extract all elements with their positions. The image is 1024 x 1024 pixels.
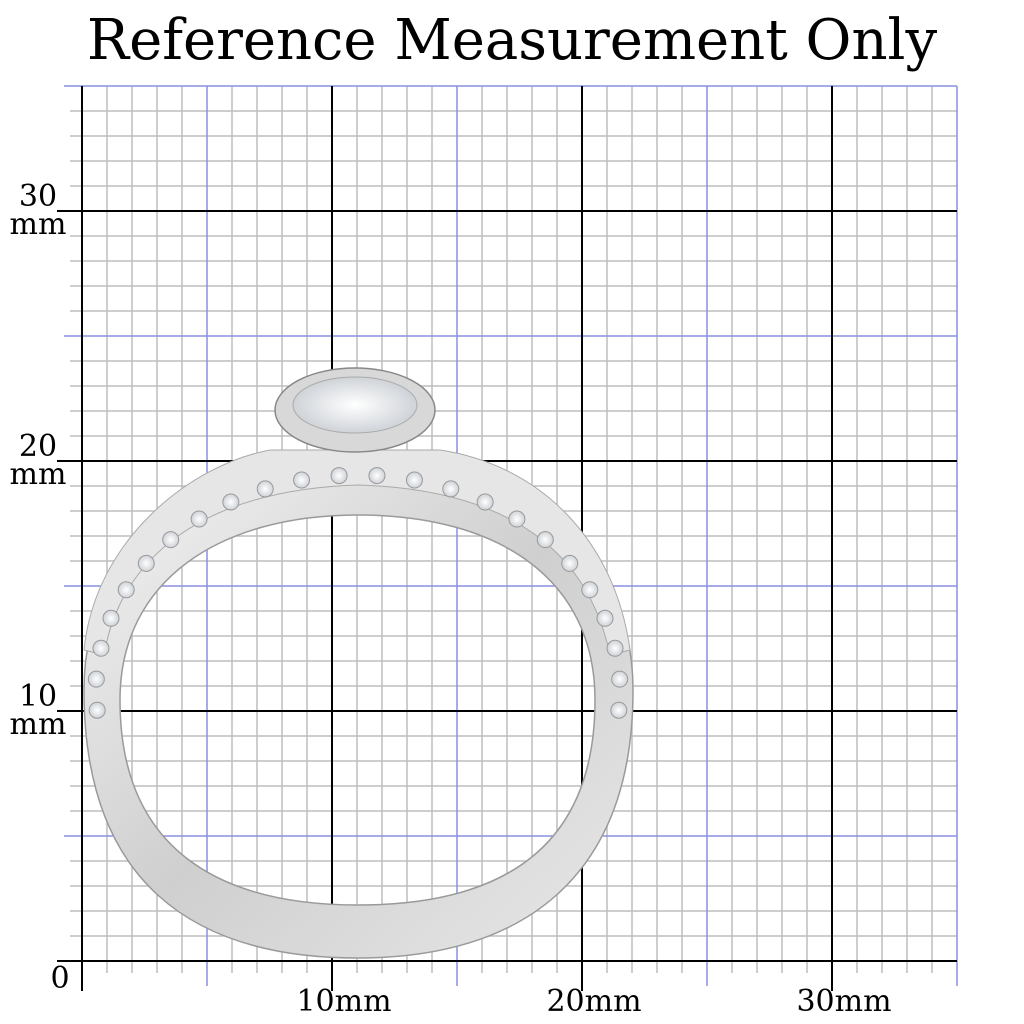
x-axis-label: 30mm	[796, 984, 892, 1019]
ring-side-stone	[536, 531, 554, 549]
ring-side-stone	[405, 471, 423, 489]
y-axis-label: 0	[30, 961, 90, 996]
ring-side-stone	[330, 467, 348, 485]
y-axis-unit: mm	[9, 707, 67, 742]
ring-side-stone	[87, 670, 105, 688]
ring-side-stone	[611, 670, 629, 688]
ring-side-stone	[368, 467, 386, 485]
y-axis-label: 10 mm	[8, 679, 68, 742]
y-axis-value: 30	[18, 179, 58, 214]
y-axis-value: 10	[18, 679, 58, 714]
ring-center-stone	[292, 376, 418, 434]
ring-side-stone	[190, 510, 208, 528]
y-axis-unit: mm	[9, 457, 67, 492]
y-axis-label: 20 mm	[8, 429, 68, 492]
y-axis-unit: mm	[9, 207, 67, 242]
ring-side-stone	[442, 480, 460, 498]
ring-side-stone	[117, 581, 135, 599]
ring-side-stone	[476, 493, 494, 511]
y-axis-value: 0	[50, 961, 70, 996]
y-axis-label: 30 mm	[8, 179, 68, 242]
ring-side-stone	[162, 531, 180, 549]
ring-side-stone	[606, 639, 624, 657]
x-axis-label: 10mm	[296, 984, 392, 1019]
ring-side-stone	[581, 581, 599, 599]
ring-side-stone	[88, 701, 106, 719]
ring-side-stone	[102, 609, 120, 627]
ring-side-stone	[293, 471, 311, 489]
ring-side-stone	[256, 480, 274, 498]
y-axis-value: 20	[18, 429, 58, 464]
ring-side-stone	[610, 701, 628, 719]
page-title: Reference Measurement Only	[86, 8, 938, 73]
x-axis-label: 20mm	[546, 984, 642, 1019]
ring-side-stone	[561, 554, 579, 572]
ring-side-stone	[222, 493, 240, 511]
ring-side-stone	[137, 554, 155, 572]
ring-side-stone	[92, 639, 110, 657]
ring-side-stone	[596, 609, 614, 627]
ring-side-stone	[508, 510, 526, 528]
